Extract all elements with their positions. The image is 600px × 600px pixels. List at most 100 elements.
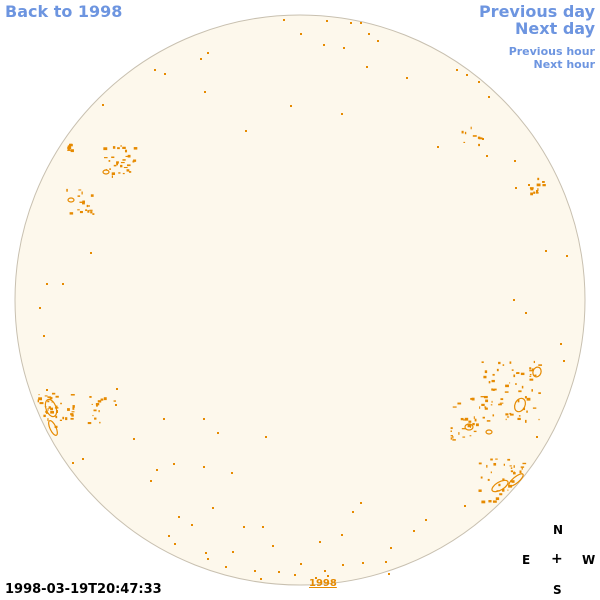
- contour-speck: [46, 283, 48, 285]
- year-link[interactable]: 1998: [309, 578, 337, 589]
- contour-speck: [97, 400, 102, 403]
- contour-speck: [507, 458, 511, 461]
- contour-speck: [452, 436, 454, 439]
- contour-speck: [127, 154, 131, 158]
- contour-speck: [163, 418, 165, 420]
- contour-speck: [126, 169, 130, 172]
- contour-speck: [300, 33, 302, 35]
- contour-speck: [484, 406, 487, 408]
- contour-speck: [55, 405, 58, 409]
- contour-speck: [475, 423, 479, 427]
- contour-speck: [526, 397, 531, 401]
- contour-speck: [478, 489, 482, 492]
- contour-speck: [103, 147, 108, 151]
- contour-speck: [70, 413, 74, 416]
- contour-speck: [43, 414, 46, 418]
- compass-south-label: S: [553, 583, 562, 597]
- contour-speck: [323, 44, 325, 46]
- contour-speck: [536, 436, 538, 438]
- contour-speck: [98, 410, 100, 413]
- contour-speck: [520, 372, 525, 376]
- contour-speck: [488, 500, 492, 503]
- contour-speck: [69, 143, 72, 146]
- contour-speck: [450, 437, 452, 440]
- contour-speck: [109, 168, 111, 170]
- solar-disk: [14, 14, 586, 586]
- contour-speck: [513, 374, 516, 378]
- contour-speck: [538, 364, 543, 366]
- contour-speck: [480, 396, 485, 398]
- contour-speck: [62, 416, 65, 420]
- back-to-year-link[interactable]: Back to 1998: [5, 2, 123, 21]
- contour-speck: [460, 417, 464, 421]
- contour-speck: [513, 465, 515, 468]
- contour-speck: [530, 187, 534, 191]
- contour-speck: [486, 420, 491, 422]
- previous-day-link[interactable]: Previous day: [478, 2, 595, 21]
- contour-speck: [462, 436, 466, 438]
- contour-speck: [90, 194, 94, 197]
- contour-speck: [111, 175, 113, 178]
- contour-speck: [532, 407, 537, 409]
- contour-speck: [48, 406, 51, 409]
- contour-speck: [494, 388, 497, 391]
- contour-loop: [48, 420, 58, 436]
- contour-speck: [71, 411, 75, 413]
- contour-speck: [70, 417, 74, 420]
- contour-speck: [123, 166, 128, 169]
- contour-speck: [79, 210, 83, 214]
- contour-speck: [126, 164, 131, 167]
- contour-speck: [463, 419, 467, 421]
- previous-hour-link[interactable]: Previous hour: [508, 45, 595, 58]
- contour-speck: [484, 407, 488, 410]
- contour-speck: [120, 145, 122, 147]
- contour-speck: [450, 435, 453, 437]
- contour-speck: [44, 395, 48, 397]
- contour-speck: [478, 143, 480, 147]
- contour-speck: [488, 381, 491, 384]
- contour-speck: [55, 395, 59, 398]
- contour-speck: [490, 471, 492, 474]
- contour-speck: [471, 397, 475, 401]
- next-day-link[interactable]: Next day: [515, 19, 595, 38]
- contour-speck: [483, 375, 487, 379]
- contour-speck: [491, 388, 494, 391]
- contour-speck: [341, 534, 343, 536]
- contour-speck: [122, 159, 126, 161]
- contour-speck: [490, 404, 493, 406]
- contour-speck: [87, 422, 92, 425]
- contour-speck: [461, 428, 466, 430]
- contour-speck: [535, 191, 539, 194]
- contour-speck: [466, 74, 468, 76]
- next-hour-link[interactable]: Next hour: [533, 58, 596, 71]
- contour-speck: [90, 211, 93, 214]
- contour-speck: [537, 188, 539, 191]
- contour-speck: [498, 483, 501, 487]
- contour-speck: [102, 104, 104, 106]
- contour-speck: [366, 66, 368, 68]
- contour-speck: [456, 69, 458, 71]
- contour-speck: [499, 402, 504, 404]
- contour-speck: [529, 370, 534, 372]
- contour-speck: [352, 511, 354, 513]
- contour-speck: [521, 467, 523, 470]
- contour-speck: [505, 413, 509, 416]
- contour-speck: [515, 383, 517, 385]
- contour-speck: [212, 507, 214, 509]
- contour-speck: [78, 189, 82, 191]
- contour-speck: [92, 213, 95, 215]
- contour-loop: [67, 197, 75, 203]
- contour-speck: [513, 299, 515, 301]
- contour-speck: [526, 410, 528, 413]
- contour-speck: [86, 205, 91, 207]
- contour-speck: [327, 575, 329, 577]
- observation-timestamp: 1998-03-19T20:47:33: [5, 582, 162, 597]
- contour-speck: [472, 422, 475, 426]
- contour-speck: [474, 418, 477, 422]
- contour-speck: [452, 406, 457, 408]
- compass-north-label: N: [553, 523, 564, 537]
- contour-speck: [122, 172, 125, 175]
- contour-speck: [70, 394, 75, 396]
- contour-speck: [65, 417, 68, 421]
